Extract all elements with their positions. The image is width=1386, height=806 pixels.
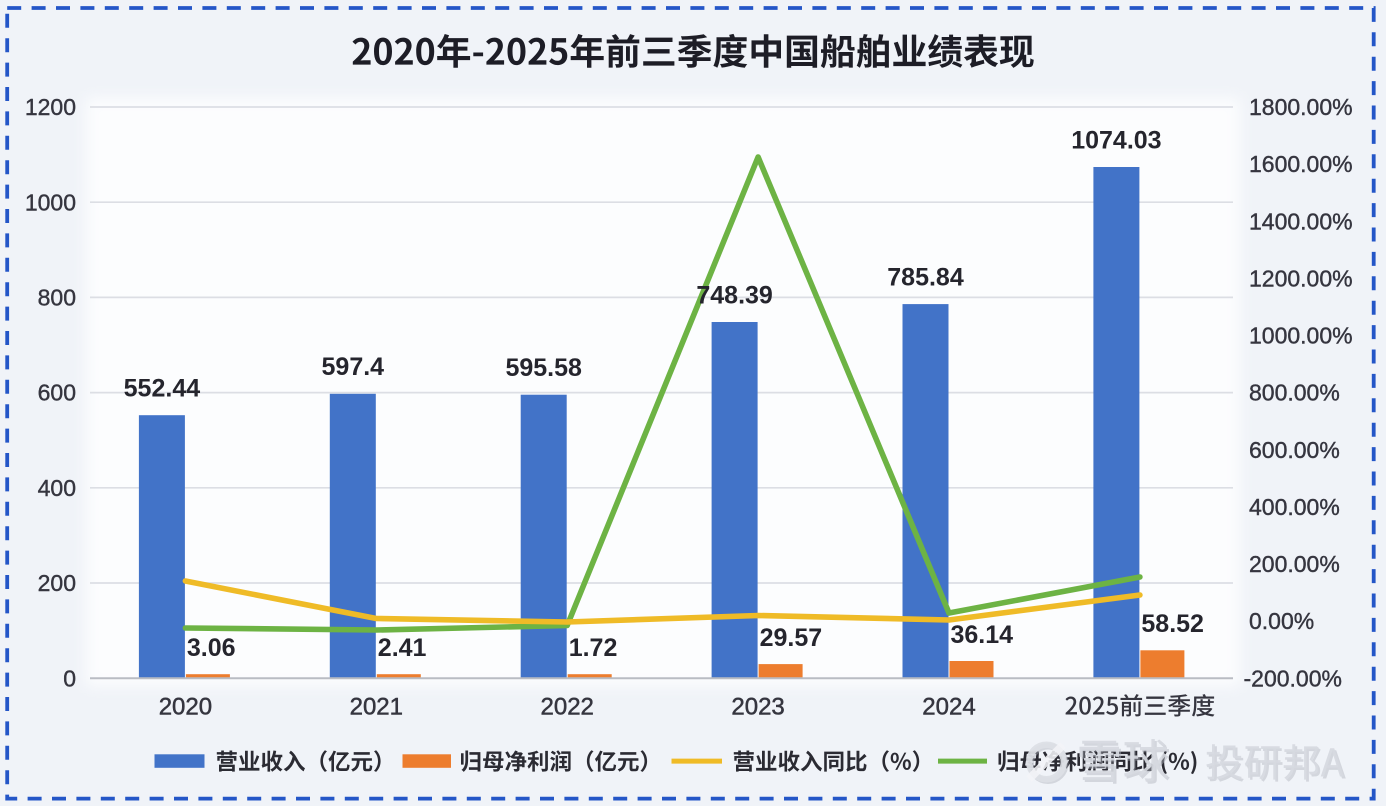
svg-text:2022: 2022 [541, 694, 594, 721]
svg-text:1.72: 1.72 [569, 634, 618, 662]
svg-text:36.14: 36.14 [951, 621, 1014, 649]
svg-text:2021: 2021 [350, 694, 403, 721]
svg-text:1074.03: 1074.03 [1071, 126, 1161, 154]
svg-text:29.57: 29.57 [760, 624, 823, 652]
svg-text:600: 600 [38, 380, 76, 406]
svg-text:2020: 2020 [159, 694, 212, 721]
svg-text:748.39: 748.39 [696, 281, 772, 309]
svg-text:200: 200 [38, 570, 76, 596]
svg-text:600.00%: 600.00% [1249, 437, 1340, 463]
svg-text:0.00%: 0.00% [1249, 608, 1314, 634]
svg-text:1400.00%: 1400.00% [1249, 208, 1353, 234]
svg-text:1000: 1000 [25, 189, 76, 215]
svg-text:1200: 1200 [25, 94, 76, 120]
svg-text:800.00%: 800.00% [1249, 380, 1340, 406]
svg-text:1200.00%: 1200.00% [1249, 266, 1353, 292]
svg-text:400.00%: 400.00% [1249, 494, 1340, 520]
svg-text:785.84: 785.84 [887, 263, 964, 291]
svg-text:200.00%: 200.00% [1249, 551, 1340, 577]
svg-text:400: 400 [38, 475, 76, 501]
svg-text:58.52: 58.52 [1141, 610, 1204, 638]
svg-text:800: 800 [38, 285, 76, 311]
svg-text:-200.00%: -200.00% [1244, 665, 1342, 691]
svg-text:3.06: 3.06 [187, 634, 236, 662]
svg-text:2024: 2024 [922, 694, 975, 721]
svg-text:1600.00%: 1600.00% [1249, 151, 1353, 177]
svg-text:1800.00%: 1800.00% [1249, 94, 1353, 120]
svg-text:2023: 2023 [731, 694, 784, 721]
svg-text:597.4: 597.4 [322, 353, 385, 381]
svg-text:0: 0 [63, 665, 76, 691]
svg-text:2.41: 2.41 [378, 634, 427, 662]
svg-text:1000.00%: 1000.00% [1249, 323, 1353, 349]
svg-text:552.44: 552.44 [124, 375, 201, 403]
svg-text:595.58: 595.58 [505, 354, 582, 382]
